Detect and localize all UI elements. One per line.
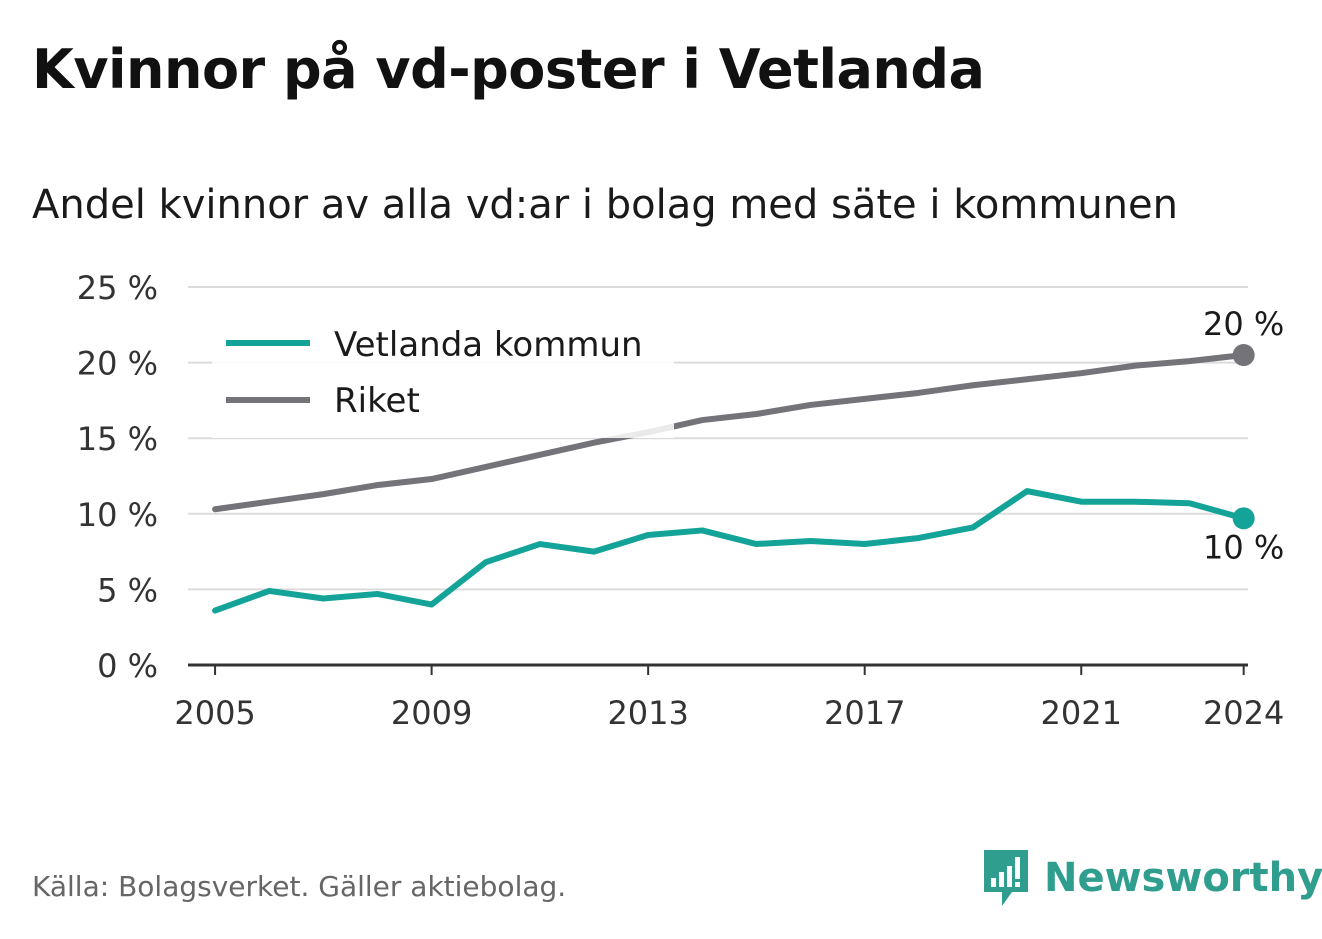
x-tick-label: 2017 bbox=[824, 694, 905, 732]
gridlines bbox=[188, 286, 1248, 667]
x-tick-label: 2021 bbox=[1041, 694, 1122, 732]
series-endpoints: 10 % 20 % bbox=[1203, 305, 1284, 566]
y-axis-tick-labels: 0 % 5 % 10 % 15 % 20 % 25 % bbox=[77, 269, 158, 685]
y-tick-label: 5 % bbox=[97, 571, 158, 609]
x-axis-tick-labels: 2005 2009 2013 2017 2021 2024 bbox=[174, 665, 1284, 732]
legend-background bbox=[212, 318, 674, 438]
source-note: Källa: Bolagsverket. Gäller aktiebolag. bbox=[32, 870, 567, 903]
x-tick-label: 2024 bbox=[1203, 694, 1284, 732]
end-marker-vetlanda bbox=[1232, 507, 1255, 530]
legend-label-vetlanda: Vetlanda kommun bbox=[334, 325, 643, 365]
brand-name: Newsworthy bbox=[1044, 855, 1322, 901]
x-tick-label: 2005 bbox=[174, 694, 255, 732]
series-line-vetlanda bbox=[212, 488, 1247, 614]
newsworthy-logo-icon bbox=[984, 850, 1028, 906]
legend-label-riket: Riket bbox=[334, 381, 420, 421]
legend: Vetlanda kommun Riket bbox=[212, 318, 674, 438]
series-lines bbox=[212, 352, 1247, 614]
chart-subtitle: Andel kvinnor av alla vd:ar i bolag med … bbox=[32, 182, 1178, 228]
x-tick-label: 2009 bbox=[391, 694, 472, 732]
brand-logo: Newsworthy bbox=[980, 848, 1322, 908]
y-tick-label: 0 % bbox=[97, 647, 158, 685]
y-tick-label: 10 % bbox=[77, 496, 158, 534]
x-tick-label: 2013 bbox=[607, 694, 688, 732]
y-tick-label: 20 % bbox=[77, 345, 158, 383]
y-tick-label: 15 % bbox=[77, 420, 158, 458]
end-label-riket: 20 % bbox=[1203, 305, 1284, 343]
series-line-riket bbox=[212, 352, 1247, 513]
end-label-vetlanda: 10 % bbox=[1203, 528, 1284, 566]
end-marker-riket bbox=[1232, 344, 1255, 367]
y-tick-label: 25 % bbox=[77, 269, 158, 307]
page-title: Kvinnor på vd-poster i Vetlanda bbox=[32, 38, 985, 101]
